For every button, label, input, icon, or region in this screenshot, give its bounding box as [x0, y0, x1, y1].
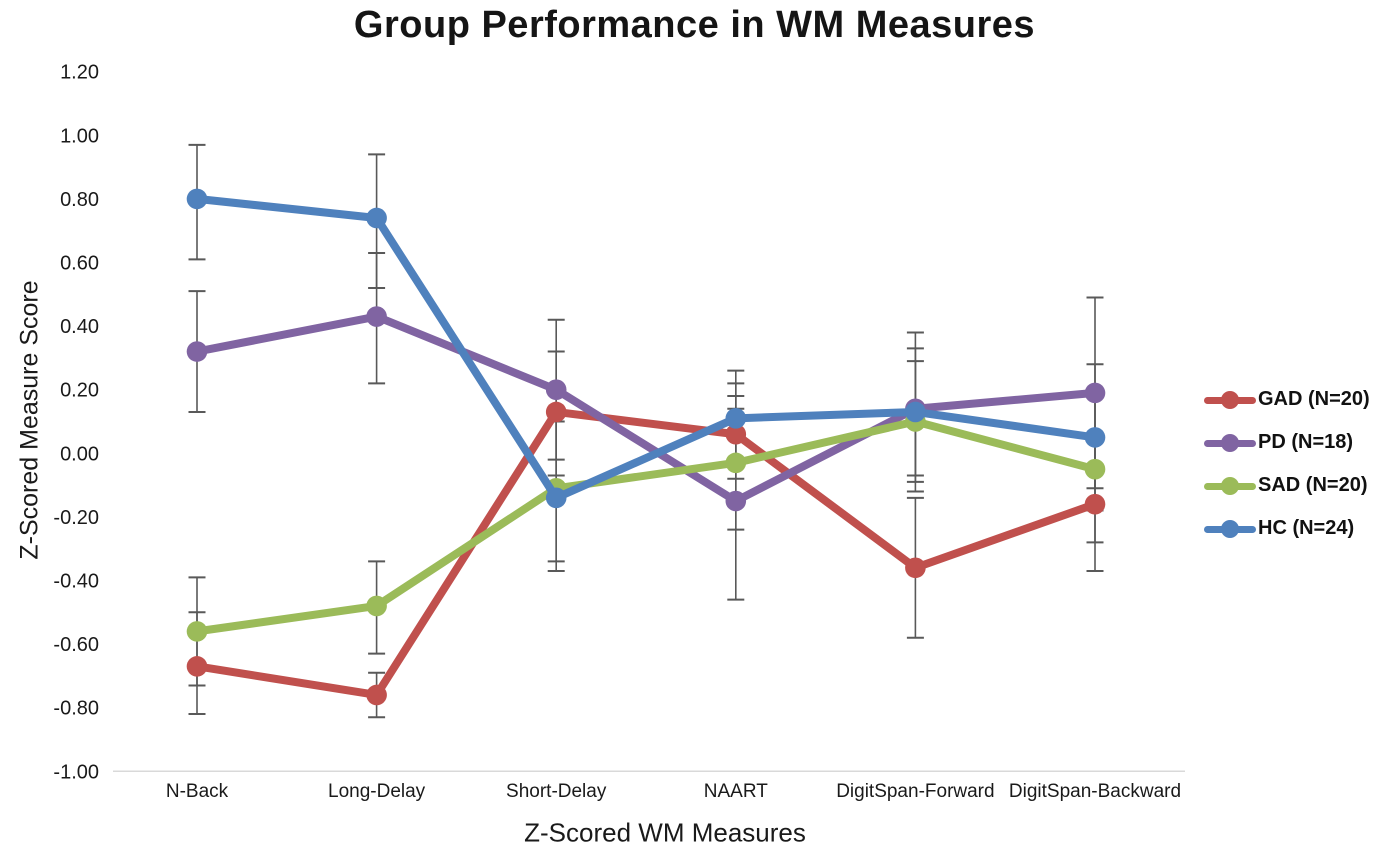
legend-line-marker-icon — [1204, 476, 1256, 496]
y-tick-label: -1.00 — [53, 761, 99, 783]
data-point-marker — [1084, 458, 1106, 480]
data-point-marker — [1084, 493, 1106, 515]
data-point-marker — [725, 452, 747, 474]
y-tick-label: 0.20 — [60, 380, 99, 402]
x-category-label: DigitSpan-Backward — [1009, 781, 1181, 802]
legend-item: HC (N=24) — [1204, 507, 1388, 550]
legend-item: SAD (N=20) — [1204, 464, 1388, 507]
data-point-marker — [186, 341, 208, 362]
x-category-label: Long-Delay — [328, 781, 426, 802]
y-axis-title: Z-Scored Measure Score — [15, 280, 44, 560]
y-tick-label: -0.40 — [53, 571, 99, 593]
series-line — [193, 194, 1099, 502]
legend-item: PD (N=18) — [1204, 421, 1388, 464]
legend-line-marker-icon — [1204, 519, 1256, 539]
legend-line-marker-icon — [1204, 433, 1256, 453]
series-line — [193, 312, 1099, 505]
series-line — [193, 407, 1099, 699]
y-tick-label: -0.60 — [53, 634, 99, 656]
x-category-label: DigitSpan-Forward — [836, 781, 994, 802]
data-point-marker — [186, 656, 208, 677]
data-point-marker — [186, 188, 208, 210]
legend-item: GAD (N=20) — [1204, 378, 1388, 421]
data-point-marker — [725, 490, 747, 512]
data-point-marker — [905, 557, 926, 579]
series-line — [193, 417, 1099, 636]
data-point-marker — [725, 423, 747, 445]
x-category-label: Short-Delay — [506, 781, 607, 802]
data-point-marker — [366, 207, 387, 229]
data-point-marker — [905, 401, 926, 423]
chart-title: Group Performance in WM Measures — [353, 4, 1036, 46]
data-point-marker — [545, 401, 567, 423]
data-point-marker — [1084, 382, 1106, 404]
x-category-label: N-Back — [166, 781, 229, 802]
y-tick-label: 1.20 — [60, 62, 99, 84]
data-point-marker — [725, 408, 747, 429]
legend: GAD (N=20) PD (N=18) SAD (N=20) HC (N=24) — [1204, 378, 1388, 550]
data-point-marker — [545, 487, 567, 509]
y-tick-label: -0.80 — [53, 698, 99, 720]
x-category-label: NAART — [704, 781, 768, 802]
y-tick-label: 0.80 — [60, 189, 99, 211]
data-point-marker — [545, 379, 567, 401]
y-tick-label: 0.00 — [60, 443, 99, 465]
x-axis-title: Z-Scored WM Measures — [524, 817, 806, 848]
y-tick-label: 0.40 — [60, 316, 99, 338]
legend-label: PD (N=18) — [1258, 431, 1354, 453]
data-point-marker — [186, 621, 208, 642]
legend-label: HC (N=24) — [1258, 517, 1355, 539]
data-point-marker — [366, 306, 387, 327]
legend-label: SAD (N=20) — [1258, 474, 1368, 496]
legend-line-marker-icon — [1204, 390, 1256, 410]
data-point-marker — [366, 684, 387, 706]
y-tick-label: -0.20 — [53, 507, 99, 529]
y-tick-label: 1.00 — [60, 125, 99, 147]
legend-label: GAD (N=20) — [1258, 388, 1370, 410]
data-point-marker — [366, 595, 387, 617]
data-point-marker — [1084, 427, 1106, 448]
y-tick-label: 0.60 — [60, 253, 99, 275]
